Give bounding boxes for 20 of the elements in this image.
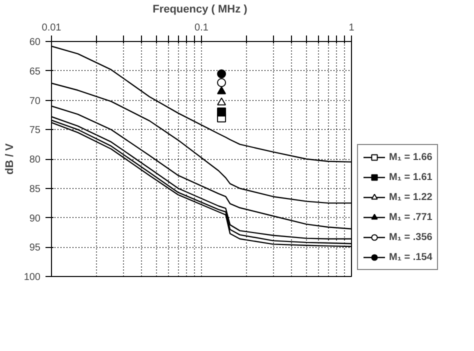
legend-label: M₁ = 1.66 xyxy=(389,152,432,162)
y-tick-label: 70 xyxy=(29,96,41,107)
legend-label: M₁ = .356 xyxy=(389,232,432,242)
x-axis-title: Frequency ( MHz ) xyxy=(152,4,248,16)
y-tick-label: 60 xyxy=(29,37,41,48)
x-tick-label: 0.01 xyxy=(42,22,62,34)
y-tick-label: 95 xyxy=(29,242,41,254)
y-tick-label: 80 xyxy=(29,154,41,166)
y-tick-label: 90 xyxy=(29,213,41,224)
legend-label: M₁ = 1.22 xyxy=(389,192,432,202)
y-tick-label: 65 xyxy=(29,66,41,78)
y-tick-label: 100 xyxy=(24,272,41,283)
y-axis-title: dB / V xyxy=(4,142,16,175)
legend-label: M₁ = .154 xyxy=(389,252,432,262)
legend-label: M₁ = 1.61 xyxy=(389,172,432,182)
legend-label: M₁ = .771 xyxy=(389,212,432,222)
y-tick-label: 85 xyxy=(29,184,41,195)
y-tick-label: 75 xyxy=(29,125,41,136)
x-tick-label: 0.1 xyxy=(194,22,209,34)
x-tick-label: 1 xyxy=(348,22,355,34)
